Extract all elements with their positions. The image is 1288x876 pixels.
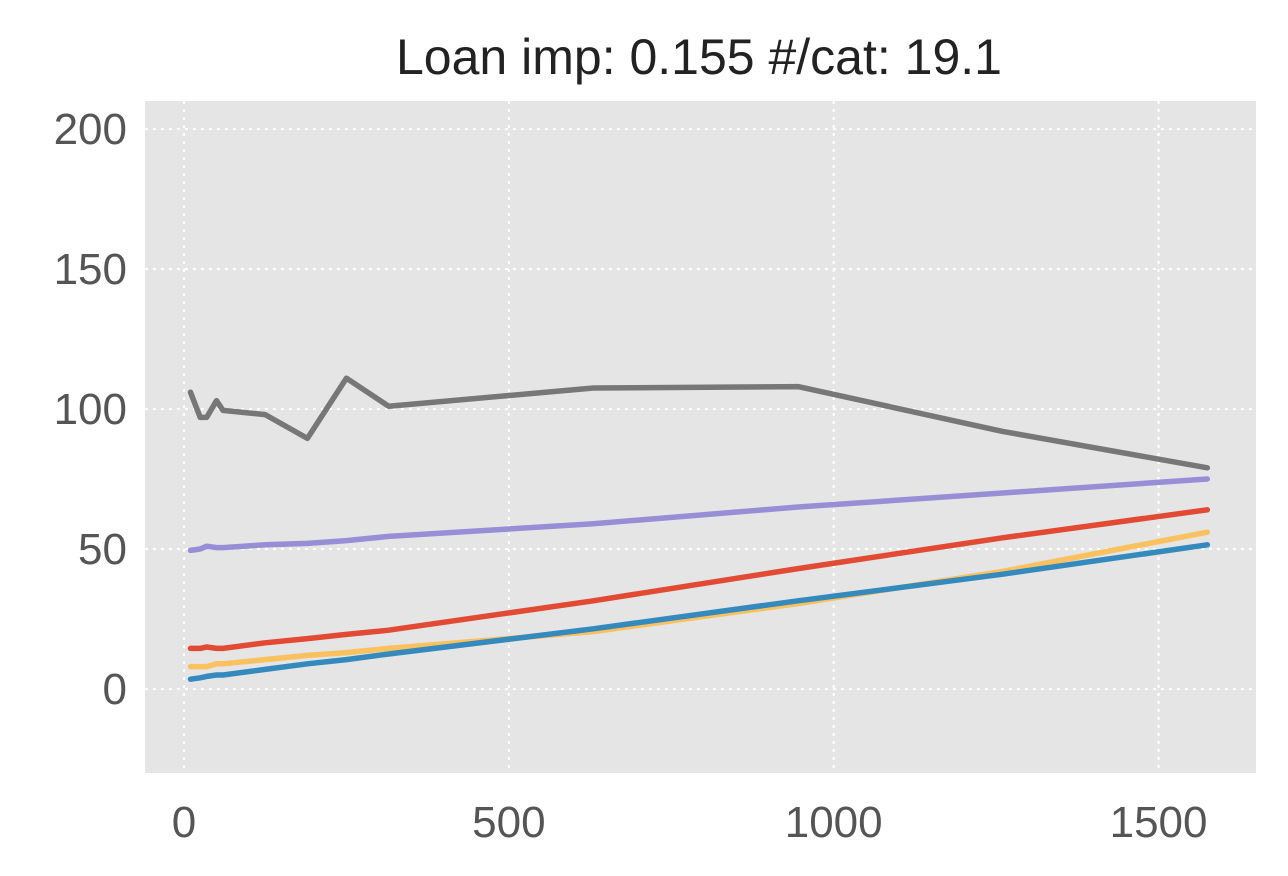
y-tick-label: 50 <box>78 525 127 574</box>
series-group <box>187 375 1211 682</box>
x-tick-label: 500 <box>472 798 545 847</box>
y-tick-label: 150 <box>54 245 127 294</box>
x-tick-label: 1500 <box>1110 798 1208 847</box>
series-line-1 <box>187 375 1211 471</box>
y-tick-label: 200 <box>54 105 127 154</box>
gridlines <box>145 101 1256 773</box>
plot-area <box>145 101 1256 773</box>
chart-title: Loan imp: 0.155 #/cat: 19.1 <box>396 29 1002 85</box>
y-tick-label: 0 <box>103 665 127 714</box>
series-line-2 <box>187 476 1211 554</box>
series-line-4 <box>187 529 1211 670</box>
x-tick-label: 1000 <box>785 798 883 847</box>
x-tick-label: 0 <box>172 798 196 847</box>
series-line-5 <box>187 542 1211 682</box>
series-line-3 <box>187 507 1211 652</box>
y-tick-label: 100 <box>54 385 127 434</box>
tick-labels: 0 500 1000 1500 0 50 100 150 200 <box>54 105 1208 847</box>
